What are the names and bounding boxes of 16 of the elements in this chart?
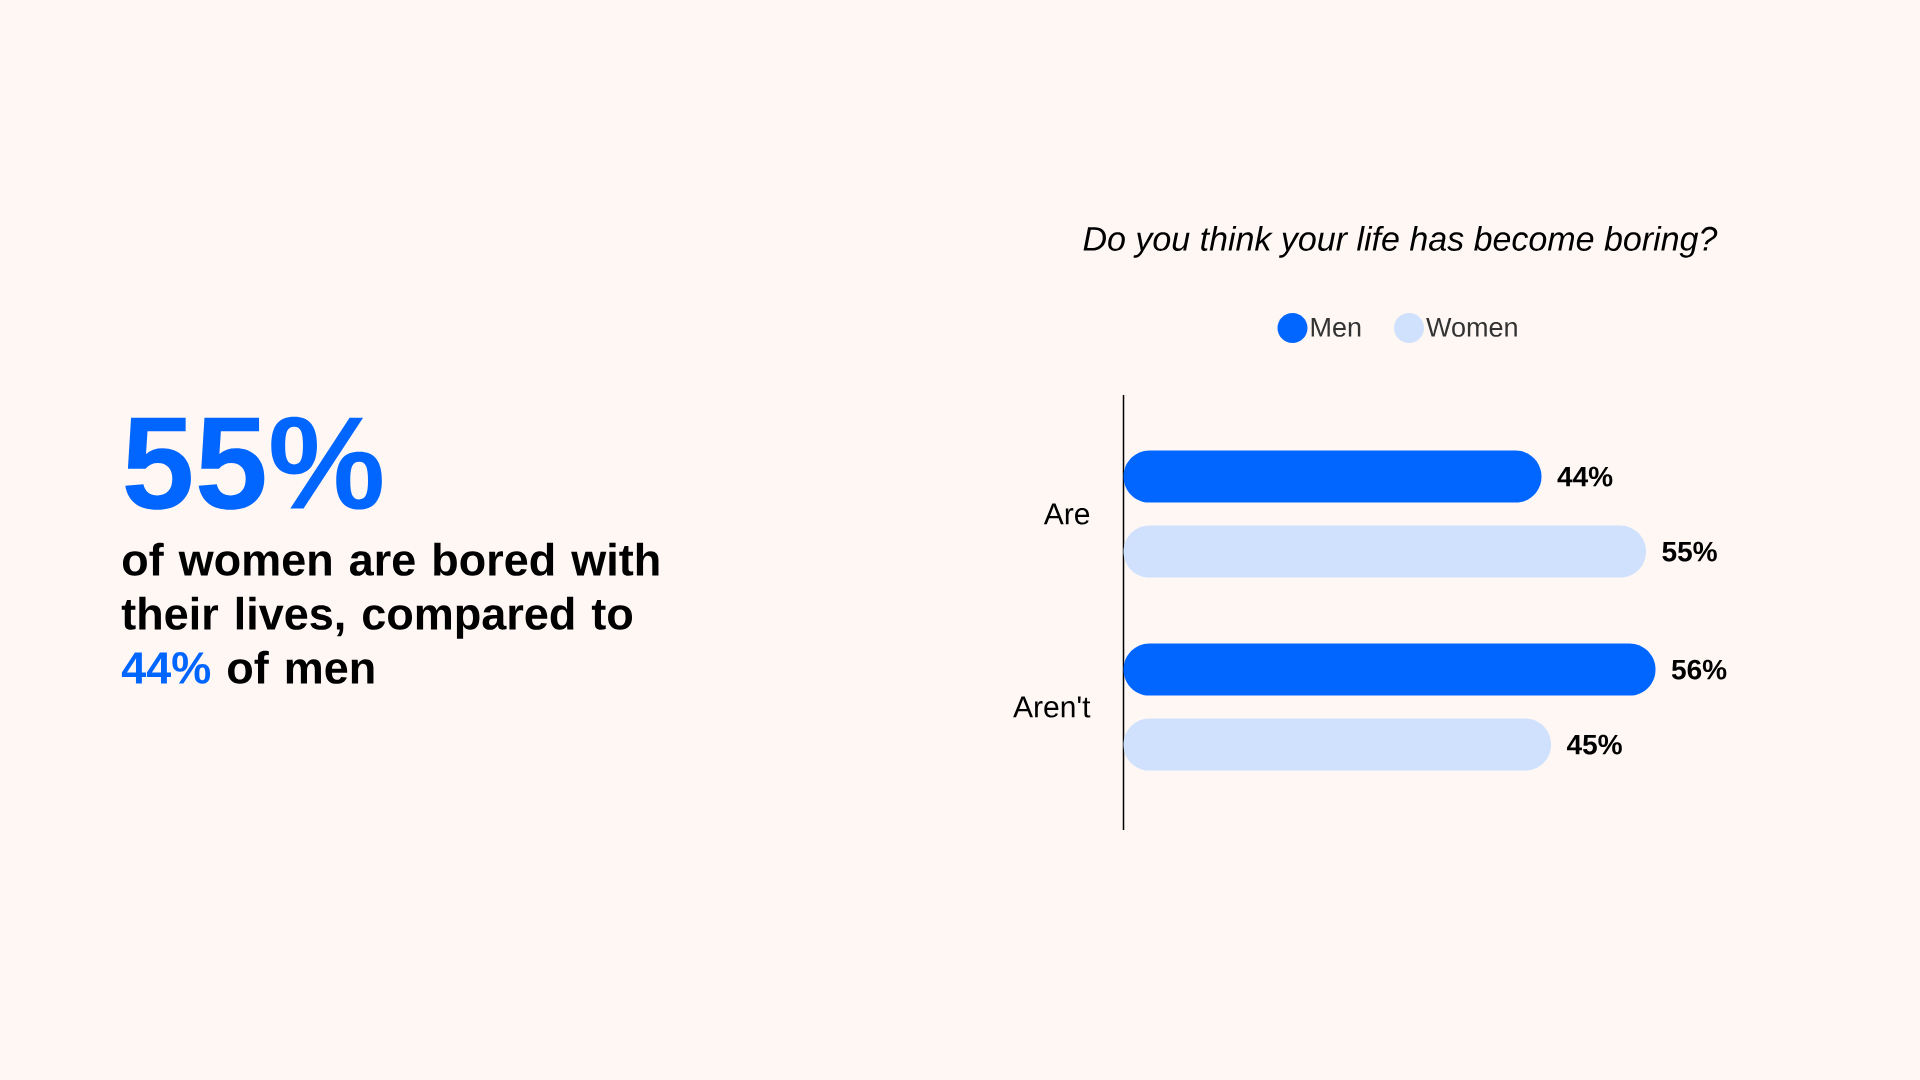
y-tick-label: Are xyxy=(1043,503,1090,525)
chart-title: Do you think your life has become boring? xyxy=(1083,225,1718,258)
bar xyxy=(1123,450,1542,503)
text: 44% xyxy=(121,652,211,684)
y-tick-label: Aren't xyxy=(1013,696,1091,718)
data-label: 45% xyxy=(1566,734,1622,755)
text: 55% xyxy=(125,416,382,510)
legend-label: Women xyxy=(1426,317,1517,337)
text: of men xyxy=(228,650,374,684)
bar xyxy=(1123,643,1656,696)
bar xyxy=(1123,718,1552,771)
bar xyxy=(1123,525,1647,578)
legend-label: Men xyxy=(1311,317,1361,337)
data-label: 56% xyxy=(1671,659,1727,680)
data-label: 44% xyxy=(1557,466,1613,487)
data-label: 55% xyxy=(1662,541,1717,562)
